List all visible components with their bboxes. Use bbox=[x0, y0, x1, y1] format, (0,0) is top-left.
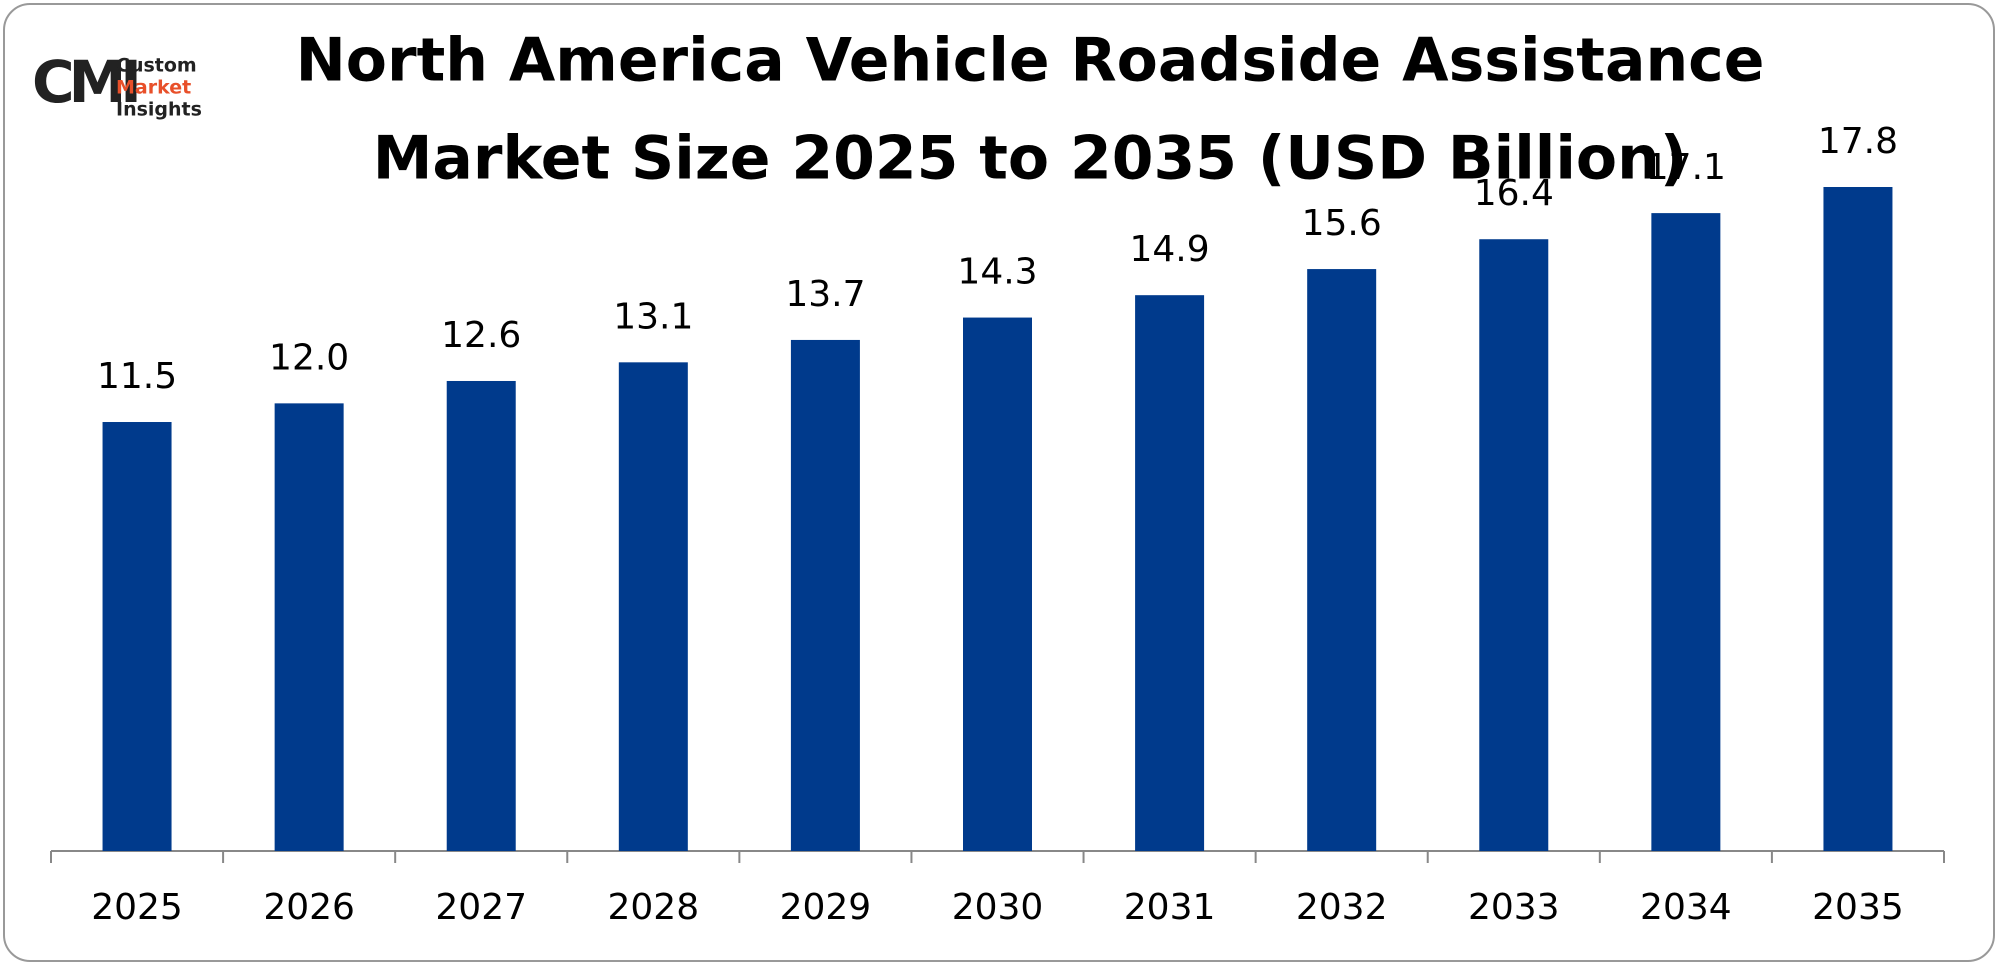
x-tick-label: 2034 bbox=[1640, 887, 1732, 928]
chart-title: North America Vehicle Roadside Assistanc… bbox=[296, 26, 1765, 96]
bar bbox=[963, 317, 1032, 852]
value-label: 13.7 bbox=[785, 274, 865, 315]
value-label: 17.1 bbox=[1646, 147, 1726, 188]
value-label: 14.3 bbox=[957, 252, 1037, 293]
value-label: 15.6 bbox=[1302, 203, 1382, 244]
bar bbox=[446, 380, 516, 851]
bar bbox=[1823, 187, 1893, 851]
bar bbox=[1135, 295, 1205, 851]
x-tick-label: 2027 bbox=[435, 887, 527, 928]
value-label: 14.9 bbox=[1130, 229, 1210, 270]
x-tick-label: 2025 bbox=[91, 887, 183, 928]
bar bbox=[102, 422, 172, 851]
logo-text: Market bbox=[116, 77, 191, 99]
logo-text: Insights bbox=[116, 99, 202, 121]
value-label: 12.0 bbox=[269, 337, 349, 378]
bar bbox=[1479, 239, 1549, 851]
x-tick-label: 2029 bbox=[780, 887, 872, 928]
bar bbox=[274, 403, 344, 851]
value-label: 16.4 bbox=[1474, 173, 1554, 214]
x-tick-label: 2032 bbox=[1296, 887, 1388, 928]
x-tick-label: 2028 bbox=[608, 887, 700, 928]
x-tick-label: 2033 bbox=[1468, 887, 1560, 928]
logo-text: Custom bbox=[116, 55, 197, 77]
value-label: 12.6 bbox=[441, 315, 521, 356]
value-label: 13.1 bbox=[613, 296, 693, 337]
x-tick-label: 2026 bbox=[263, 887, 355, 928]
value-label: 17.8 bbox=[1818, 121, 1898, 162]
bar bbox=[618, 362, 688, 851]
logo-mark: CMI bbox=[32, 48, 137, 116]
x-tick-label: 2030 bbox=[952, 887, 1044, 928]
chart-title: Market Size 2025 to 2035 (USD Billion) bbox=[373, 124, 1688, 194]
bar bbox=[1307, 269, 1377, 852]
x-tick-label: 2035 bbox=[1812, 887, 1904, 928]
bar bbox=[1651, 213, 1721, 851]
value-label: 11.5 bbox=[97, 356, 177, 397]
logo: CMI Custom Market Insights bbox=[32, 48, 202, 120]
bar bbox=[790, 339, 860, 851]
x-tick-label: 2031 bbox=[1124, 887, 1216, 928]
